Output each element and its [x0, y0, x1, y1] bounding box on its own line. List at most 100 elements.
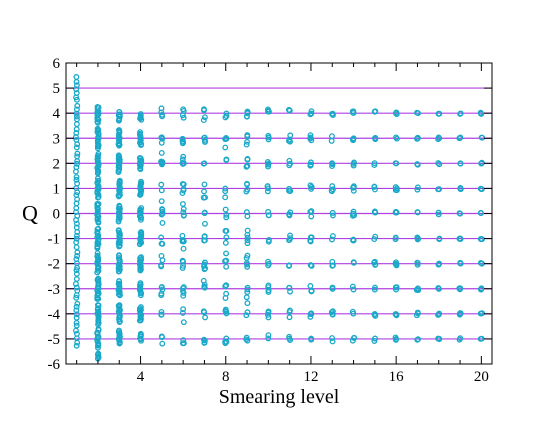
- data-point-level-14: [350, 183, 357, 190]
- data-point-level-9: [244, 133, 251, 140]
- data-point-level-10: [265, 136, 272, 143]
- data-point-level-6: [180, 319, 187, 326]
- data-point-level-1: [73, 164, 80, 171]
- data-point-level-11: [287, 209, 294, 216]
- data-point-level-8: [223, 257, 230, 264]
- data-point-level-15: [371, 108, 378, 115]
- data-point-level-20: [478, 110, 485, 117]
- data-point-level-13: [328, 137, 335, 144]
- data-point-level-4: [138, 205, 145, 212]
- data-point-level-17: [414, 310, 421, 317]
- data-point-level-6: [180, 212, 187, 219]
- data-point-level-9: [244, 240, 251, 247]
- data-point-level-19: [457, 260, 464, 267]
- data-point-level-12: [308, 110, 315, 117]
- data-point-level-1: [73, 130, 80, 136]
- data-point-level-13: [329, 262, 336, 269]
- data-point-level-1: [73, 224, 80, 231]
- data-point-level-12: [307, 161, 314, 168]
- data-point-level-10: [265, 132, 272, 139]
- data-point-level-2: [94, 305, 101, 312]
- data-point-level-2: [94, 109, 101, 116]
- data-point-level-4: [138, 254, 145, 261]
- data-point-level-8: [223, 113, 230, 119]
- data-point-level-8: [222, 239, 229, 246]
- data-point-level-2: [95, 177, 102, 184]
- data-point-level-11: [286, 284, 293, 291]
- data-point-level-8: [222, 188, 229, 195]
- data-point-level-1: [74, 102, 81, 109]
- data-point-level-6: [180, 337, 187, 344]
- data-point-level-8: [223, 250, 230, 257]
- data-point-level-10: [265, 238, 272, 245]
- data-point-level-1: [74, 300, 81, 307]
- data-point-level-3: [115, 227, 122, 234]
- data-point-level-13: [329, 209, 336, 216]
- data-point-level-14: [349, 108, 356, 115]
- data-point-level-17: [414, 161, 421, 168]
- data-point-level-11: [287, 132, 294, 139]
- data-point-level-9: [244, 263, 251, 270]
- data-point-level-13: [329, 308, 336, 315]
- data-point-level-13: [329, 338, 336, 345]
- data-point-level-3: [115, 152, 122, 159]
- data-point-level-14: [349, 283, 356, 290]
- data-point-level-12: [307, 134, 314, 141]
- data-point-level-14: [351, 212, 358, 219]
- data-point-level-17: [414, 134, 421, 141]
- data-point-level-3: [116, 280, 123, 287]
- data-point-level-10: [265, 212, 272, 219]
- data-point-level-7: [201, 266, 208, 273]
- data-point-level-10: [265, 108, 271, 115]
- y-tick-label: -5: [48, 332, 61, 348]
- data-point-level-1: [73, 270, 80, 277]
- data-point-level-9: [244, 180, 250, 187]
- data-point-level-8: [222, 144, 229, 151]
- data-point-level-11: [286, 236, 293, 243]
- data-point-level-17: [414, 209, 421, 216]
- data-point-level-6: [180, 292, 187, 299]
- data-point-level-1: [74, 153, 81, 160]
- data-point-level-5: [158, 311, 165, 318]
- data-point-level-7: [201, 107, 207, 114]
- data-point-level-12: [308, 336, 315, 343]
- y-tick-label: -1: [48, 232, 61, 248]
- data-point-level-12: [307, 159, 314, 166]
- data-point-level-1: [73, 307, 80, 314]
- data-point-level-12: [307, 237, 314, 244]
- data-point-level-18: [436, 161, 443, 168]
- data-point-level-14: [350, 162, 357, 169]
- data-point-level-11: [286, 212, 293, 219]
- data-point-level-1: [74, 180, 81, 187]
- data-point-level-9: [243, 141, 250, 148]
- data-point-level-6: [179, 265, 186, 271]
- x-tick-label: 12: [303, 369, 318, 385]
- data-point-level-17: [413, 287, 420, 293]
- data-point-level-8: [223, 263, 230, 270]
- data-point-level-7: [201, 188, 207, 195]
- data-point-level-1: [73, 284, 80, 291]
- data-point-level-8: [223, 110, 230, 117]
- data-point-level-12: [308, 213, 315, 220]
- data-point-level-2: [95, 350, 102, 357]
- data-point-level-16: [393, 284, 400, 291]
- data-point-level-7: [200, 117, 207, 124]
- y-axis-title: Q: [22, 201, 38, 226]
- data-point-level-13: [329, 161, 336, 168]
- data-point-level-8: [223, 310, 230, 317]
- y-tick-labels: -6 -5 -4 -3 -2 -1 0 1 2 3 4 5 6: [48, 56, 61, 373]
- data-point-level-15: [372, 233, 379, 240]
- data-point-level-4: [137, 280, 144, 287]
- data-point-level-9: [244, 284, 251, 291]
- data-point-level-12: [307, 311, 314, 318]
- data-point-level-10: [265, 311, 271, 318]
- data-point-level-1: [74, 160, 80, 167]
- data-point-level-11: [287, 337, 294, 344]
- data-point-level-18: [435, 160, 442, 167]
- data-point-level-12: [308, 234, 315, 241]
- data-point-level-12: [307, 111, 314, 118]
- data-points: [72, 74, 486, 362]
- data-point-level-7: [200, 194, 207, 201]
- data-point-level-20: [478, 310, 485, 317]
- data-point-level-3: [116, 252, 122, 259]
